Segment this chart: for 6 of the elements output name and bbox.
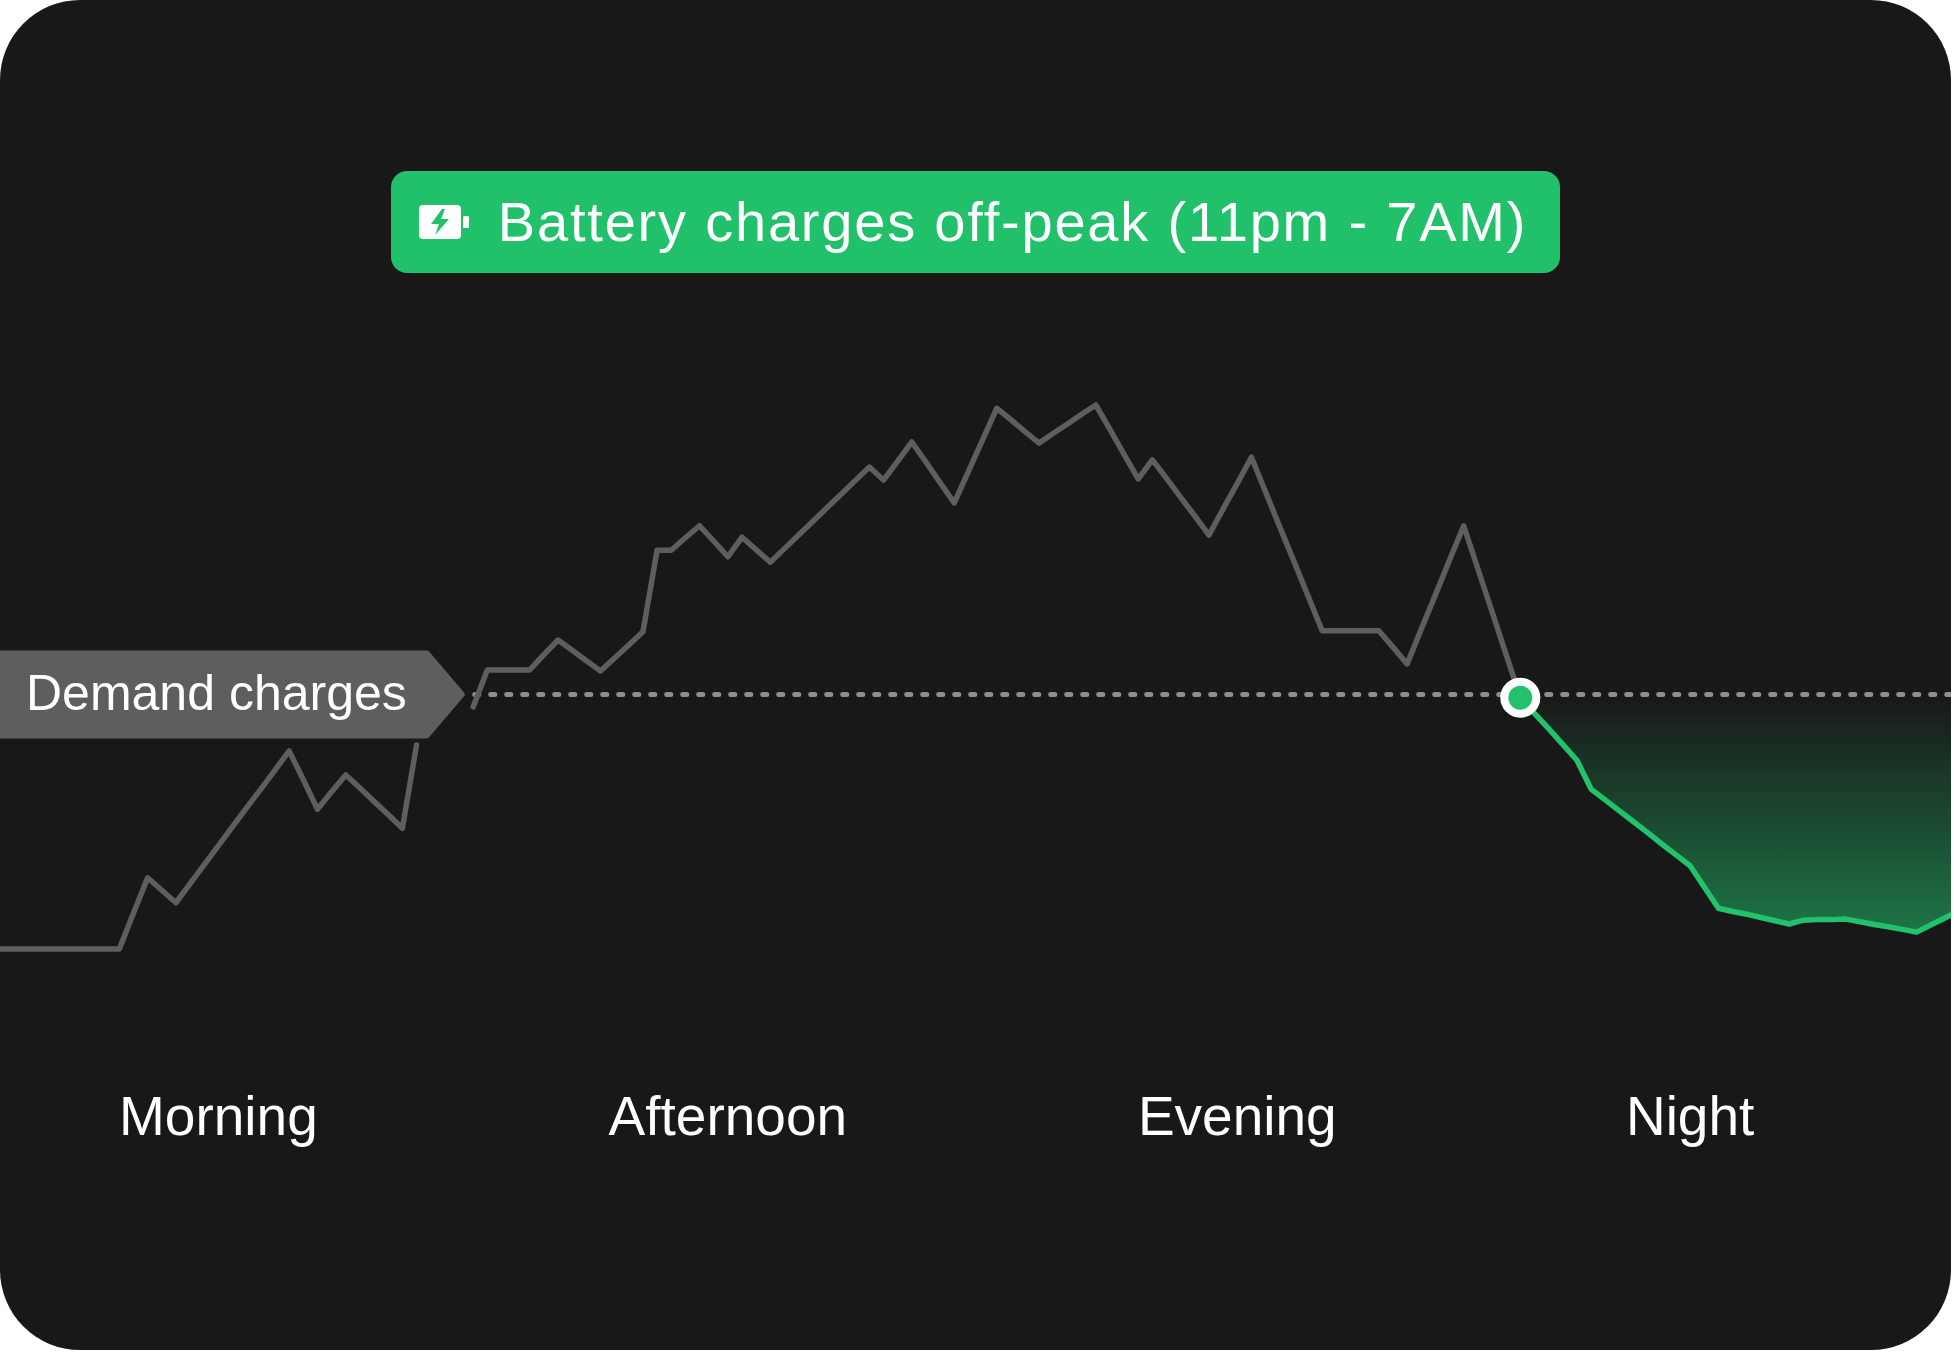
x-tick-label: Night	[1625, 1085, 1755, 1148]
x-tick-label: Afternoon	[608, 1085, 848, 1148]
x-tick-label: Morning	[119, 1085, 318, 1148]
x-tick-label: Evening	[1137, 1085, 1337, 1148]
ref-line-label: Demand charges	[26, 665, 407, 722]
chart-title: Battery charges off-peak (11pm - 7AM)	[497, 190, 1528, 253]
